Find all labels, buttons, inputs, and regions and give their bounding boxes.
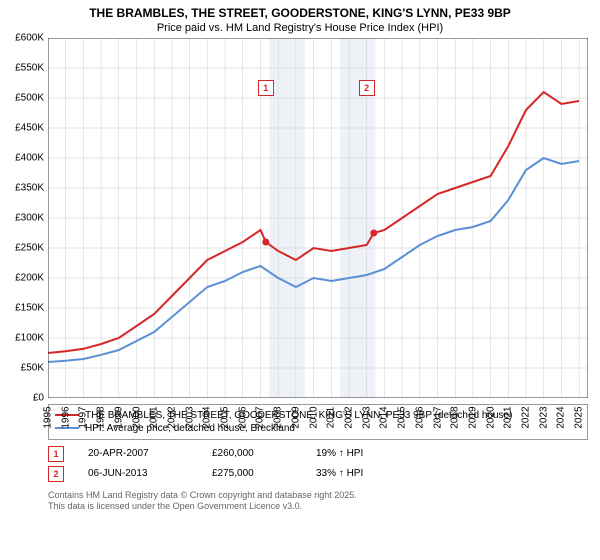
sale-marker-number-icon: 2 <box>48 466 64 482</box>
sale-marker-row: 1 20-APR-2007 £260,000 19% ↑ HPI <box>48 444 588 464</box>
x-axis-label: 1995 <box>43 406 54 428</box>
y-axis-label: £550K <box>15 62 48 73</box>
y-axis-label: £450K <box>15 122 48 133</box>
sale-hpi-delta: 19% ↑ HPI <box>316 448 416 459</box>
y-axis-label: £600K <box>15 32 48 43</box>
chart-annotation-marker: 1 <box>258 80 274 96</box>
x-axis-label: 2007 <box>255 406 266 428</box>
y-axis-label: £500K <box>15 92 48 103</box>
y-axis-label: £300K <box>15 212 48 223</box>
y-axis-label: £200K <box>15 272 48 283</box>
sale-date: 06-JUN-2013 <box>88 468 188 479</box>
sale-date: 20-APR-2007 <box>88 448 188 459</box>
x-axis-label: 2017 <box>432 406 443 428</box>
x-axis-label: 2013 <box>361 406 372 428</box>
x-axis-label: 2024 <box>556 406 567 428</box>
x-axis-label: 2010 <box>308 406 319 428</box>
sale-marker-number-icon: 1 <box>48 446 64 462</box>
footer-attribution: Contains HM Land Registry data © Crown c… <box>48 490 588 513</box>
x-axis-label: 2003 <box>184 406 195 428</box>
y-axis-label: £350K <box>15 182 48 193</box>
x-axis-label: 2011 <box>326 406 337 428</box>
x-axis-label: 2014 <box>379 406 390 428</box>
chart-title: THE BRAMBLES, THE STREET, GOODERSTONE, K… <box>0 0 600 22</box>
y-axis-label: £150K <box>15 302 48 313</box>
x-axis-label: 2022 <box>521 406 532 428</box>
chart-area: £0£50K£100K£150K£200K£250K£300K£350K£400… <box>48 38 588 398</box>
x-axis-label: 2025 <box>574 406 585 428</box>
x-axis-label: 2008 <box>273 406 284 428</box>
x-axis-label: 2002 <box>166 406 177 428</box>
y-axis-label: £0 <box>33 392 48 403</box>
footer-line2: This data is licensed under the Open Gov… <box>48 501 588 513</box>
x-axis-label: 2015 <box>397 406 408 428</box>
x-axis-label: 2016 <box>414 406 425 428</box>
line-chart-svg <box>48 38 588 398</box>
y-axis-label: £50K <box>21 362 48 373</box>
x-axis-label: 2019 <box>467 406 478 428</box>
x-axis-label: 1996 <box>60 406 71 428</box>
footer-line1: Contains HM Land Registry data © Crown c… <box>48 490 588 502</box>
chart-container: THE BRAMBLES, THE STREET, GOODERSTONE, K… <box>0 0 600 560</box>
sale-price: £260,000 <box>212 448 292 459</box>
x-axis-label: 1998 <box>96 406 107 428</box>
x-axis-label: 2023 <box>538 406 549 428</box>
sale-hpi-delta: 33% ↑ HPI <box>316 468 416 479</box>
x-axis-label: 1999 <box>113 406 124 428</box>
marker-table: 1 20-APR-2007 £260,000 19% ↑ HPI 2 06-JUN-201… <box>48 444 588 484</box>
chart-subtitle: Price paid vs. HM Land Registry's House … <box>0 22 600 38</box>
y-axis-label: £250K <box>15 242 48 253</box>
y-axis-label: £100K <box>15 332 48 343</box>
x-axis-label: 2005 <box>220 406 231 428</box>
x-axis-label: 2012 <box>343 406 354 428</box>
x-axis-label: 2021 <box>503 406 514 428</box>
x-axis-label: 2020 <box>485 406 496 428</box>
y-axis-label: £400K <box>15 152 48 163</box>
x-axis-label: 2018 <box>450 406 461 428</box>
sale-marker-row: 2 06-JUN-2013 £275,000 33% ↑ HPI <box>48 464 588 484</box>
sale-price: £275,000 <box>212 468 292 479</box>
x-axis-label: 2009 <box>290 406 301 428</box>
x-axis-label: 2001 <box>149 406 160 428</box>
x-axis-label: 2000 <box>131 406 142 428</box>
x-axis-label: 1997 <box>78 406 89 428</box>
chart-annotation-marker: 2 <box>359 80 375 96</box>
x-axis-label: 2006 <box>237 406 248 428</box>
x-axis-label: 2004 <box>202 406 213 428</box>
